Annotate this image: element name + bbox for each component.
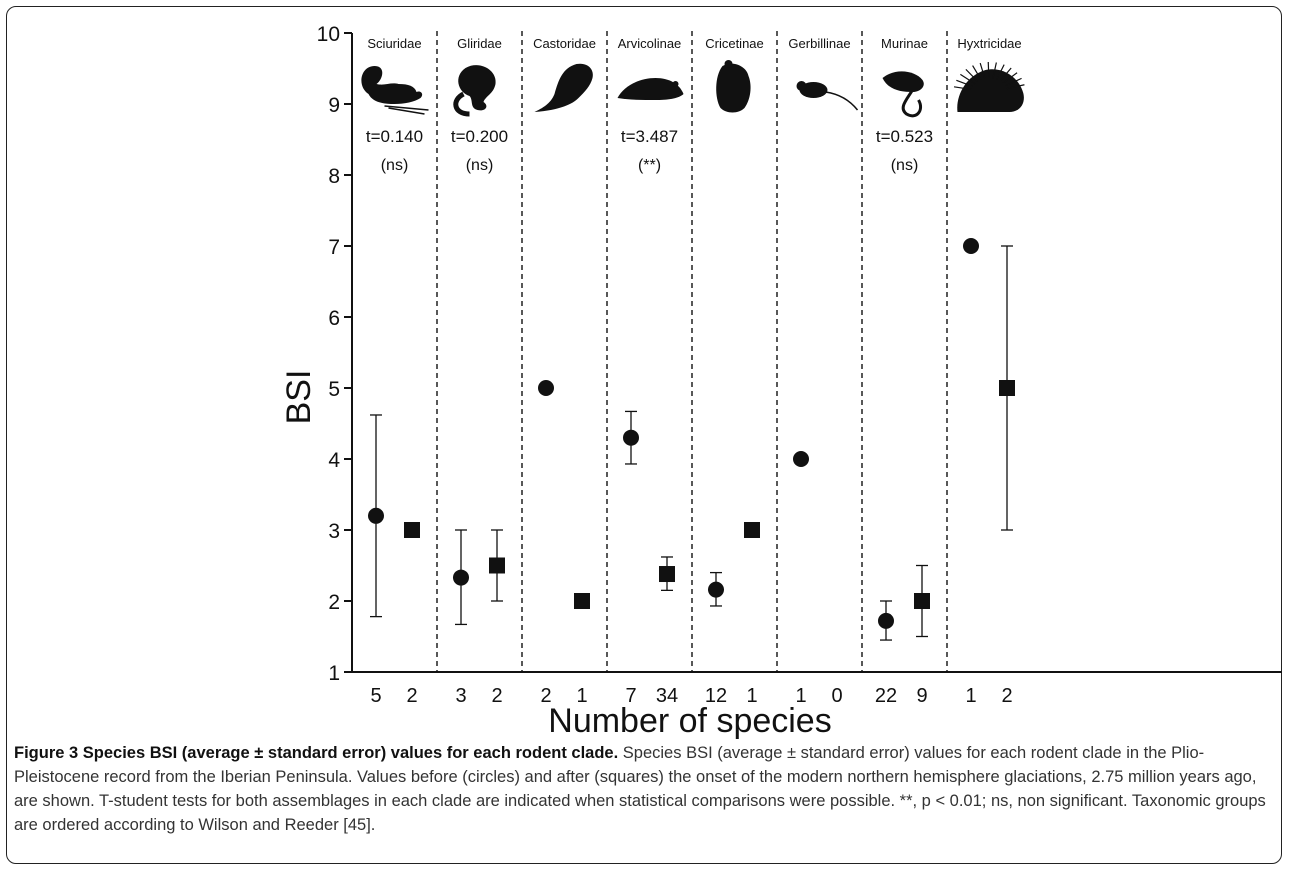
after-point-square	[574, 593, 590, 609]
clade-name: Sciuridae	[367, 36, 421, 51]
clade-name: Murinae	[881, 36, 928, 51]
y-tick-label: 4	[328, 449, 340, 472]
significance-label: (ns)	[466, 157, 494, 174]
y-axis-label: BSI	[280, 370, 318, 425]
squirrel-icon	[361, 66, 429, 115]
species-count-after: 1	[576, 685, 587, 707]
before-point-circle	[623, 429, 639, 446]
hamster-icon	[716, 60, 751, 113]
after-point-square	[489, 557, 505, 574]
after-point-square	[404, 522, 420, 538]
figure-frame	[6, 6, 1282, 864]
after-point-square	[999, 380, 1015, 396]
t-test-value: t=3.487	[621, 127, 678, 146]
before-point-circle	[368, 507, 384, 524]
clade-name: Gliridae	[457, 36, 502, 51]
species-count-before: 7	[625, 685, 636, 707]
caption-title: Figure 3 Species BSI (average ± standard…	[14, 744, 619, 762]
significance-label: (ns)	[891, 157, 919, 174]
species-count-before: 1	[965, 685, 976, 707]
species-count-before: 2	[540, 685, 551, 707]
before-point-circle	[963, 238, 979, 254]
y-tick-label: 1	[328, 662, 340, 685]
significance-label: (**)	[638, 157, 661, 174]
t-test-value: t=0.523	[876, 127, 933, 146]
after-point-square	[744, 522, 760, 538]
beaver-icon	[534, 63, 593, 113]
species-count-before: 12	[705, 685, 727, 707]
caption-body: Species BSI (average ± standard error) v…	[14, 744, 1266, 834]
species-count-after: 2	[1001, 685, 1012, 707]
gerbil-icon	[796, 81, 859, 111]
significance-label: (ns)	[381, 157, 409, 174]
after-point-square	[914, 593, 930, 609]
y-tick-label: 5	[328, 378, 340, 401]
before-point-circle	[793, 451, 809, 467]
y-tick-label: 9	[328, 94, 340, 117]
species-count-before: 5	[370, 685, 381, 707]
y-tick-label: 6	[328, 307, 340, 330]
species-count-before: 3	[455, 685, 466, 707]
species-count-after: 1	[746, 685, 757, 707]
species-count-after: 2	[406, 685, 417, 707]
clade-name: Castoridae	[533, 36, 596, 51]
after-point-square	[659, 566, 675, 583]
species-count-before: 1	[795, 685, 806, 707]
dormouse-icon	[453, 65, 496, 117]
mouse-icon	[882, 71, 924, 118]
before-point-circle	[453, 569, 469, 586]
before-point-circle	[538, 380, 554, 396]
clade-name: Cricetinae	[705, 36, 764, 51]
before-point-circle	[708, 581, 724, 598]
clade-name: Hyxtricidae	[957, 36, 1021, 51]
species-count-after: 34	[656, 685, 678, 707]
species-count-before: 22	[875, 685, 897, 707]
data-marks	[368, 238, 1015, 641]
y-tick-label: 7	[328, 236, 340, 259]
species-count-after: 9	[916, 685, 927, 707]
porcupine-icon	[953, 61, 1025, 113]
t-test-value: t=0.200	[451, 127, 508, 146]
before-point-circle	[878, 612, 894, 629]
y-tick-label: 3	[328, 520, 340, 543]
clade-name: Arvicolinae	[618, 36, 682, 51]
axes: 1 2 3 4 5 6 7 8 9 10	[317, 23, 1282, 685]
vole-icon	[617, 78, 684, 100]
species-count-after: 0	[831, 685, 842, 707]
y-tick-label: 2	[328, 591, 340, 614]
species-count-after: 2	[491, 685, 502, 707]
t-test-value: t=0.140	[366, 127, 423, 146]
clade-panels: Sciuridae t=0.140 (ns) 5 2 Gliridae t=0.200 (ns…	[361, 31, 1025, 707]
y-tick-label: 8	[328, 165, 340, 188]
figure-caption: Figure 3 Species BSI (average ± standard…	[14, 741, 1276, 837]
y-tick-label: 10	[317, 23, 340, 46]
clade-name: Gerbillinae	[788, 36, 850, 51]
x-axis-label: Number of species	[548, 702, 831, 740]
